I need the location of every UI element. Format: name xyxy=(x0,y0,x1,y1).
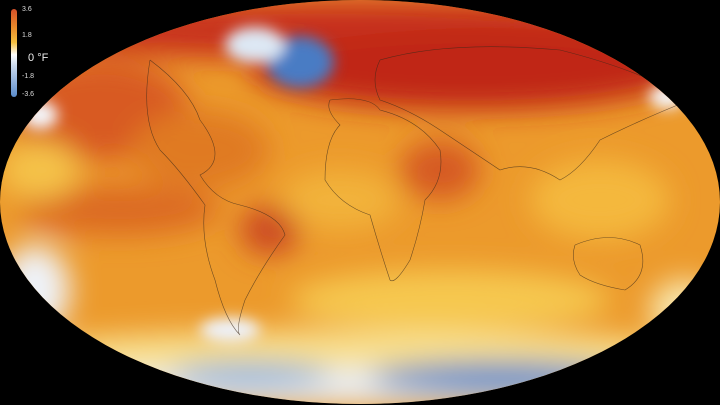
tick-label-zero: 0 °F xyxy=(28,52,49,64)
coastlines xyxy=(146,46,691,336)
tick-label-high: 1.8 xyxy=(22,32,32,39)
unit-label: °F xyxy=(37,52,49,64)
color-scale-bar xyxy=(11,9,17,97)
tick-label-max: 3.6 xyxy=(22,6,32,13)
tick-label-low: -1.8 xyxy=(22,73,35,80)
tick-label-min: -3.6 xyxy=(22,91,35,98)
color-scale-legend: 3.6 1.8 0 °F -1.8 -3.6 xyxy=(8,6,68,101)
